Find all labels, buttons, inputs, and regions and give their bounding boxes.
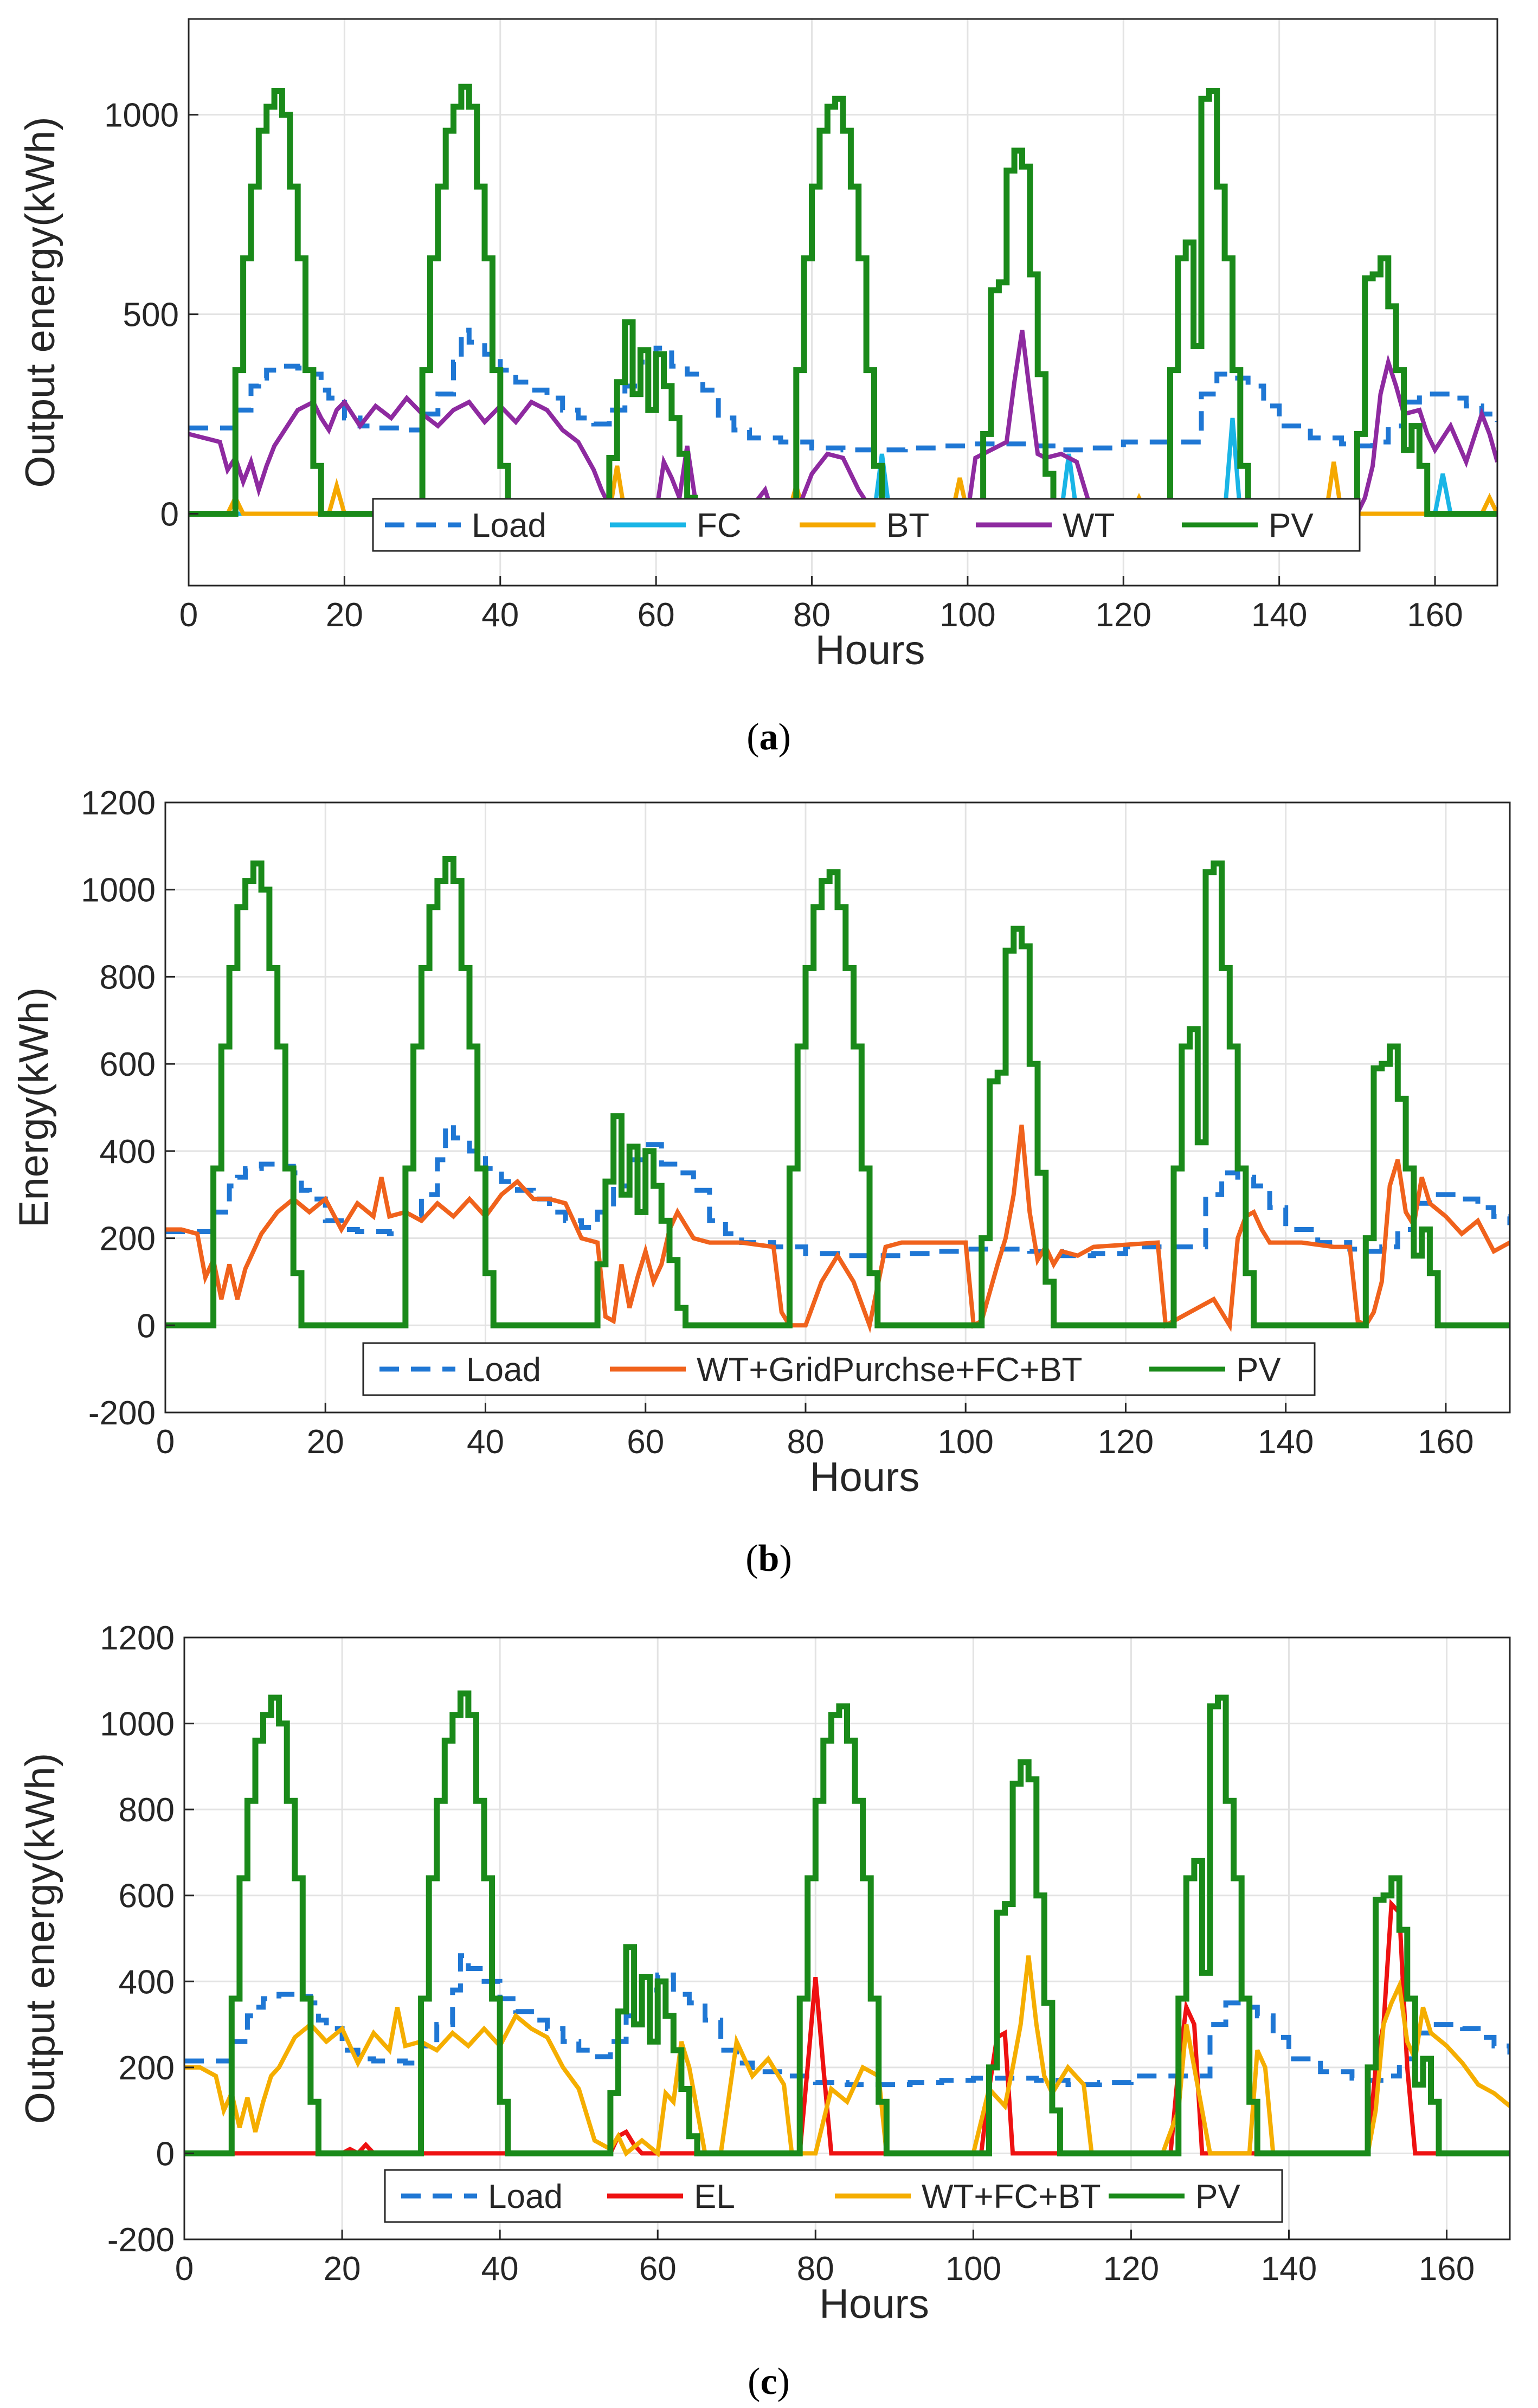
y-tick-label: 500 xyxy=(123,297,179,334)
panel-c: 0 20 40 60 80 100 120 140 160-200020040060080010… xyxy=(17,1620,1511,2403)
legend-c: Load EL WT+FC+BT PV xyxy=(384,2169,1283,2223)
x-tick-label: 20 xyxy=(326,596,363,634)
y-tick-label: 400 xyxy=(119,1963,175,2001)
legend-label: PV xyxy=(1236,1351,1281,1389)
y-tick-label: 1000 xyxy=(100,1706,175,1743)
plot-frame-c xyxy=(183,1636,1511,2240)
y-axis-label: Output energy(kWh) xyxy=(17,1753,63,2124)
y-tick-label: 400 xyxy=(100,1133,156,1171)
caption-letter: c xyxy=(760,2361,777,2403)
caption-letter: b xyxy=(758,1538,780,1579)
y-tick-label: 800 xyxy=(119,1791,175,1829)
x-tick-label: 60 xyxy=(638,596,675,634)
y-tick-label: 0 xyxy=(160,496,179,534)
x-axis-label: Hours xyxy=(819,2281,929,2327)
series-line-load xyxy=(184,1953,1510,2088)
x-tick-label: 100 xyxy=(937,1423,993,1461)
y-tick-label: 1200 xyxy=(100,1620,175,1657)
series-line-wt-fc-bt xyxy=(184,1955,1510,2158)
legend-label: WT+GridPurchse+FC+BT xyxy=(697,1351,1082,1389)
x-tick-label: 60 xyxy=(639,2250,677,2288)
x-tick-label: 40 xyxy=(481,2250,519,2288)
legend-label: BT xyxy=(886,507,929,544)
y-tick-label: 1000 xyxy=(81,872,156,909)
panel-b: 0 20 40 60 80 100 120 140 160-200020040060080010… xyxy=(11,785,1511,1579)
x-tick-label: 100 xyxy=(939,596,995,634)
series-line-load xyxy=(165,1122,1510,1258)
legend-label: WT xyxy=(1063,507,1115,544)
series-line-pv xyxy=(189,84,1497,517)
series-group-c xyxy=(184,1690,1510,2158)
legend-a: Load FC BT WT PV xyxy=(372,498,1361,552)
caption-open: ( xyxy=(745,1538,758,1579)
caption-close: ) xyxy=(779,1538,791,1579)
x-tick-label: 0 xyxy=(179,596,198,634)
caption-close: ) xyxy=(777,2361,790,2403)
series-line-wt-gridpurchse-fc-bt xyxy=(165,1125,1510,1333)
panel-caption: (b) xyxy=(745,1538,792,1579)
series-line-pv xyxy=(184,1690,1510,2156)
y-tick-label: -200 xyxy=(107,2221,175,2259)
y-tick-label: 1000 xyxy=(104,97,179,134)
x-tick-label: 160 xyxy=(1419,2250,1475,2288)
x-tick-label: 40 xyxy=(481,596,519,634)
legend-label: Load xyxy=(488,2178,563,2216)
plot-frame-a xyxy=(188,18,1498,587)
legend-label: FC xyxy=(697,507,742,544)
x-axis-label: Hours xyxy=(810,1454,920,1500)
y-tick-label: 800 xyxy=(100,959,156,996)
x-tick-label: 140 xyxy=(1251,596,1307,634)
x-tick-label: 160 xyxy=(1407,596,1463,634)
y-axis-label: Output energy(kWh) xyxy=(17,117,63,487)
y-tick-label: 200 xyxy=(119,2050,175,2087)
y-tick-label: -200 xyxy=(88,1395,156,1432)
legend-label: PV xyxy=(1269,507,1314,544)
y-tick-label: 600 xyxy=(119,1878,175,1915)
caption-open: ( xyxy=(748,2361,760,2403)
panel-a: 0 20 40 60 80 100 120 140 160 0 500 1000 Hours Output… xyxy=(17,18,1498,758)
x-tick-label: 80 xyxy=(797,2250,834,2288)
y-tick-label: 0 xyxy=(156,2135,175,2173)
y-axis-label: Energy(kWh) xyxy=(11,987,57,1228)
x-tick-label: 100 xyxy=(945,2250,1001,2288)
x-tick-label: 140 xyxy=(1258,1423,1314,1461)
x-tick-label: 160 xyxy=(1418,1423,1473,1461)
x-tick-label: 60 xyxy=(627,1423,664,1461)
x-tick-label: 80 xyxy=(787,1423,824,1461)
x-tick-label: 120 xyxy=(1103,2250,1159,2288)
caption-close: ) xyxy=(778,716,791,758)
x-axis-label: Hours xyxy=(815,627,925,673)
x-tick-label: 20 xyxy=(324,2250,361,2288)
legend-label: PV xyxy=(1195,2178,1240,2216)
legend-label: Load xyxy=(466,1351,541,1389)
series-line-load xyxy=(189,328,1497,453)
x-tick-label: 0 xyxy=(156,1423,175,1461)
panel-caption: (c) xyxy=(748,2361,790,2403)
plot-frame-b xyxy=(164,801,1511,1414)
y-tick-label: 1200 xyxy=(81,785,156,822)
caption-open: ( xyxy=(747,716,759,758)
y-tick-label: 600 xyxy=(100,1046,156,1083)
x-tick-label: 80 xyxy=(793,596,831,634)
series-group-b xyxy=(165,856,1510,1333)
panel-caption: (a) xyxy=(747,716,791,758)
series-line-pv xyxy=(165,856,1510,1328)
x-tick-label: 120 xyxy=(1098,1423,1154,1461)
legend-label: Load xyxy=(472,507,546,544)
x-tick-label: 20 xyxy=(307,1423,344,1461)
legend-label: WT+FC+BT xyxy=(922,2178,1101,2216)
x-tick-label: 140 xyxy=(1261,2250,1317,2288)
x-tick-label: 40 xyxy=(467,1423,504,1461)
x-tick-label: 0 xyxy=(175,2250,194,2288)
legend-label: EL xyxy=(694,2178,735,2216)
caption-letter: a xyxy=(760,716,778,758)
y-tick-label: 200 xyxy=(100,1221,156,1258)
y-tick-label: 0 xyxy=(137,1307,156,1345)
x-tick-label: 120 xyxy=(1096,596,1151,634)
legend-b: Load WT+GridPurchse+FC+BT PV xyxy=(362,1342,1316,1396)
